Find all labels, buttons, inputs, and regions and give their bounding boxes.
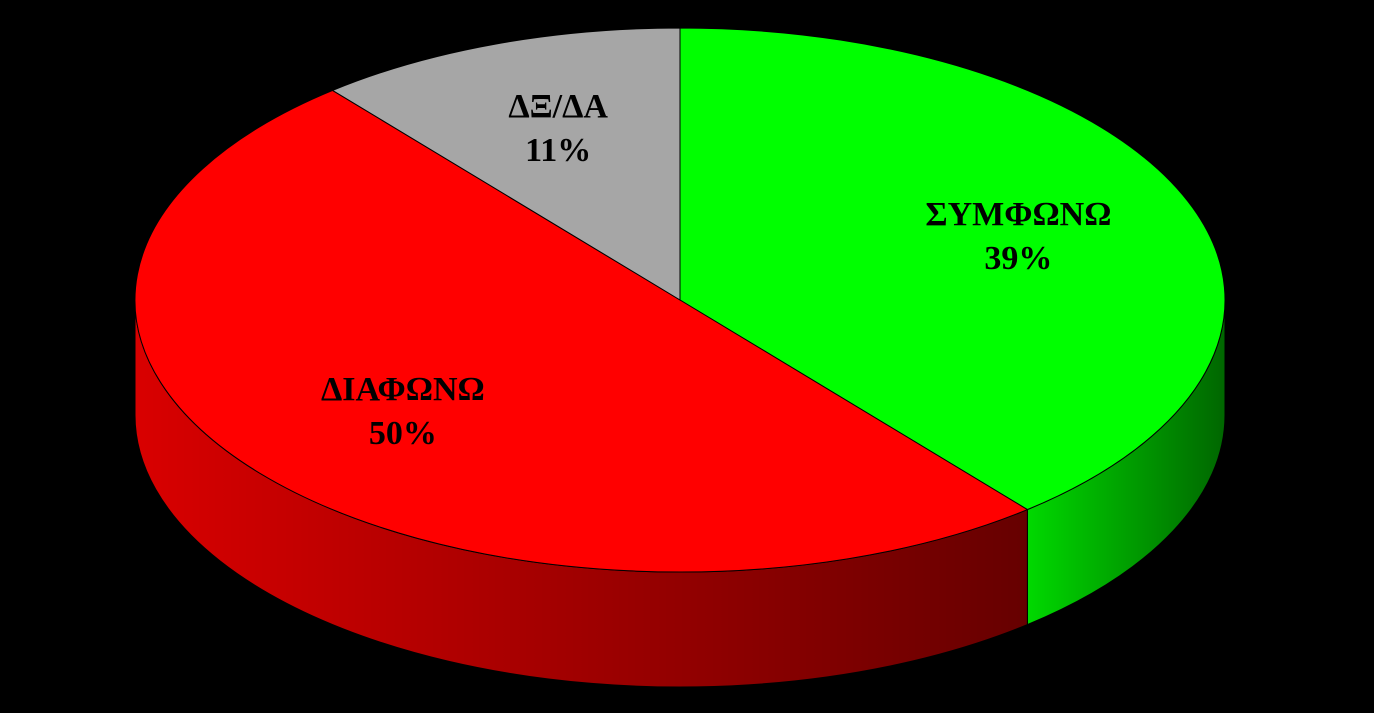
slice-value-label: 11%: [525, 132, 591, 169]
slice: [679, 27, 1226, 511]
slice-value-label: 50%: [369, 415, 437, 452]
slice-label: ΔΙΑΦΩΝΩ: [321, 371, 485, 408]
slice-label: ΣΥΜΦΩΝΩ: [925, 196, 1111, 233]
slice: [134, 89, 1029, 573]
slice-label: ΔΞ/ΔΑ: [508, 88, 608, 125]
slice-side-shade: [135, 300, 1028, 687]
slice-value-label: 39%: [984, 240, 1052, 277]
slice-side-shade: [1027, 300, 1225, 625]
slice: [331, 27, 681, 301]
